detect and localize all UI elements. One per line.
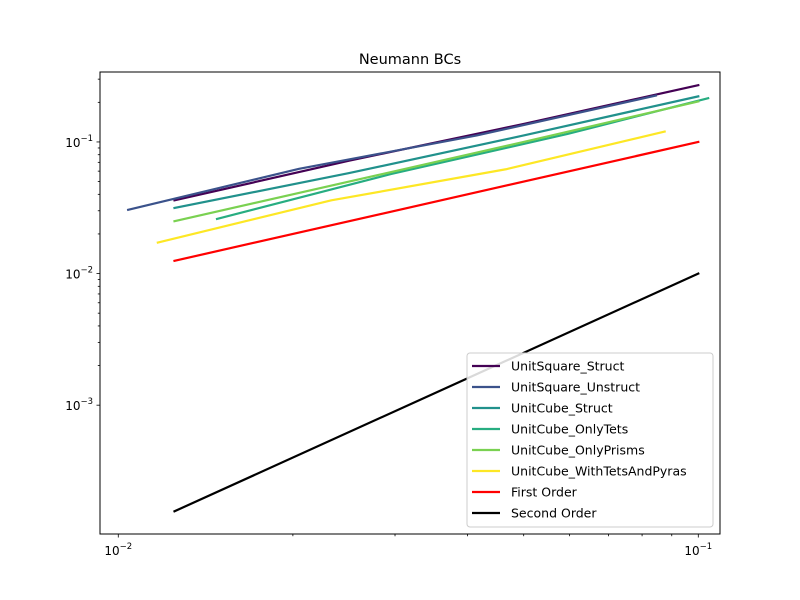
legend-box [466,352,714,528]
legend-label-unitcube-struct: UnitCube_Struct [511,401,613,416]
x-tick-label-base: 10 [684,544,699,558]
legend-label-unitsquare-unstruct: UnitSquare_Unstruct [511,380,640,395]
chart-title: Neumann BCs [359,52,461,68]
x-tick-label: 10−2 [104,542,132,558]
x-tick-label-exponent: −1 [700,542,713,552]
major-ticks: 10−2 10−110−310−210−1 [65,134,712,558]
y-tick-label-exponent: −3 [80,397,93,407]
y-tick-label-base: 10 [65,136,80,150]
legend-label-unitcube-onlytets: UnitCube_OnlyTets [511,422,628,437]
legend-label-unitcube-withtetsandpyras: UnitCube_WithTetsAndPyras [511,464,687,479]
legend-label-first-order: First Order [511,485,578,500]
series-line-unitcube-struct [173,95,700,210]
legend-label-unitsquare-struct: UnitSquare_Struct [511,359,624,374]
series-line-first-order [173,140,700,263]
legend-label-unitcube-onlyprisms: UnitCube_OnlyPrisms [511,443,645,458]
y-tick-label-exponent: −1 [80,134,93,144]
series-line-unitcube-onlyprisms [173,100,700,223]
y-tick-label: 10−3 [65,397,93,413]
y-tick-label-exponent: −2 [80,266,93,276]
y-tick-label: 10−2 [65,266,93,282]
plot-frame [99,71,721,535]
series-line-second-order [173,272,700,513]
x-tick-label-base: 10 [104,544,119,558]
series-lines [126,83,710,513]
y-tick-label-base: 10 [65,399,80,413]
legend-label-second-order: Second Order [511,506,597,521]
legend: UnitSquare_Struct UnitSquare_Unstruct Unit… [466,352,714,528]
x-tick-label-exponent: −2 [120,542,133,552]
series-line-unitcube-withtetsandpyras [156,130,666,244]
x-tick-label: 10−1 [684,542,712,558]
series-line-unitsquare-unstruct [126,94,658,212]
y-tick-label: 10−1 [65,134,93,150]
y-tick-label-base: 10 [65,268,80,282]
